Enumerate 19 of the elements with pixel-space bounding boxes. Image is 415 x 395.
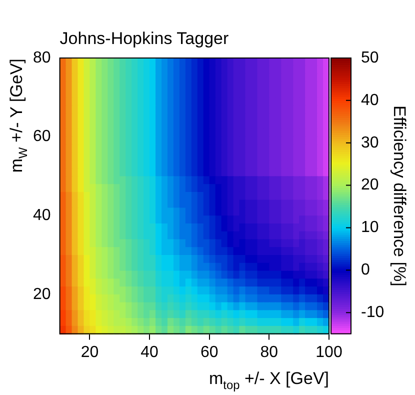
y-tick-label: 20: [33, 286, 51, 303]
color-bar-label: 50: [361, 49, 379, 66]
y-tick-label: 80: [33, 49, 51, 66]
color-bar-label: 20: [361, 176, 379, 194]
color-bar-title: Efficiency difference [%]: [390, 105, 410, 286]
chart-title: Johns-Hopkins Tagger: [60, 29, 229, 48]
y-tick-label: 40: [33, 207, 51, 224]
color-bar-label: 30: [361, 134, 379, 152]
color-bar-label: 40: [361, 92, 379, 109]
y-axis-title: mW +/- Y [GeV]: [7, 58, 30, 173]
color-bar-label: 0: [361, 262, 370, 279]
x-tick-label: 80: [260, 344, 278, 361]
x-tick-label: 60: [200, 344, 218, 361]
x-tick-label: 20: [80, 344, 99, 361]
color-bar-label: -10: [361, 304, 384, 321]
x-tick-label: 40: [140, 344, 159, 361]
x-tick-label: 100: [316, 344, 342, 361]
color-bar-label: 10: [361, 219, 379, 236]
y-tick-label: 60: [33, 128, 51, 146]
